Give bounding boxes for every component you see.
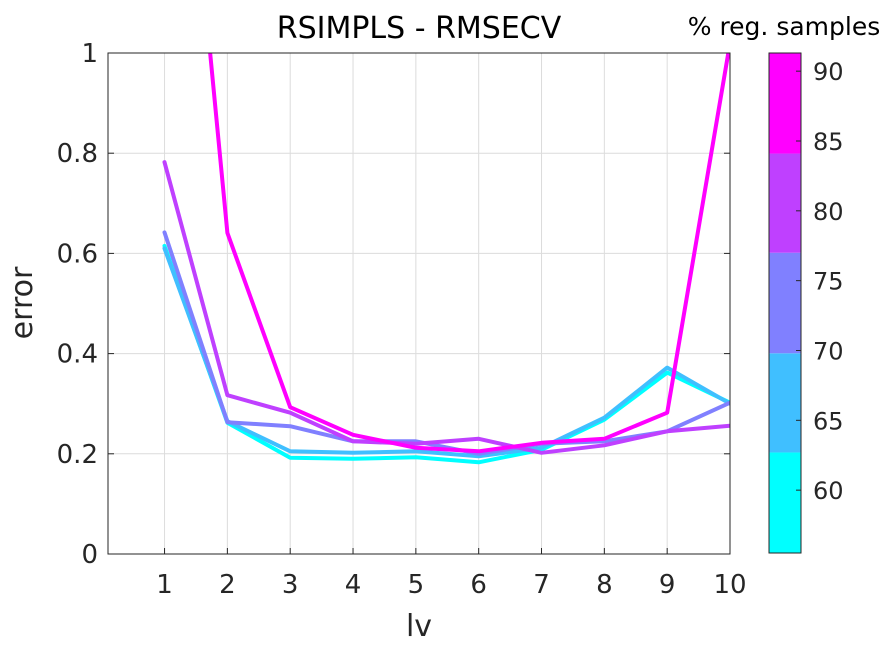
x-tick-label: 3	[282, 570, 299, 600]
y-tick-label: 0.4	[57, 340, 98, 370]
colorbar-band	[769, 153, 801, 253]
x-tick-label: 8	[596, 570, 613, 600]
y-tick-label: 0.8	[57, 139, 98, 169]
x-ticks: 1 2 3 4 5 6 7 8 9 10	[156, 548, 747, 600]
x-tick-label: 4	[345, 570, 362, 600]
y-ticks: 0 0.2 0.4 0.6 0.8 1	[57, 39, 730, 570]
colorbar-tick-label: 65	[813, 407, 844, 435]
series-line-2	[162, 246, 730, 459]
colorbar-band	[769, 353, 801, 453]
colorbar-band	[769, 252, 801, 354]
colorbar-band	[769, 452, 801, 553]
colorbar-band	[769, 53, 801, 154]
x-axis-label: lv	[406, 609, 432, 644]
plot-frame	[107, 52, 731, 555]
colorbar-tick-label: 80	[813, 198, 844, 226]
y-tick-label: 0.2	[57, 440, 98, 470]
x-tick-label: 6	[470, 570, 487, 600]
colorbar-tick-label: 60	[813, 477, 844, 505]
y-tick-label: 0.6	[57, 239, 98, 269]
series-line-5	[208, 53, 730, 454]
series-group	[162, 53, 730, 465]
chart-title: RSIMPLS - RMSECV	[277, 11, 562, 46]
x-tick-label: 5	[408, 570, 425, 600]
series-line-4	[162, 160, 730, 455]
colorbar-tick-label: 70	[813, 337, 844, 365]
y-axis-label: error	[5, 266, 40, 339]
x-tick-label: 2	[219, 570, 236, 600]
y-tick-label: 0	[81, 540, 98, 570]
colorbar-tick-label: 75	[813, 268, 844, 296]
y-tick-label: 1	[81, 39, 98, 69]
x-tick-label: 1	[156, 570, 173, 600]
x-tick-label: 9	[659, 570, 676, 600]
colorbar-tick-label: 90	[813, 58, 844, 86]
x-tick-label: 7	[533, 570, 550, 600]
colorbar-label: % reg. samples	[688, 12, 881, 41]
colorbar-frame	[768, 52, 802, 554]
series-line-1	[162, 243, 730, 465]
colorbar: 60 65 70 75 80 85 90	[768, 52, 844, 554]
x-tick-label: 10	[713, 570, 746, 600]
colorbar-tick-label: 85	[813, 128, 844, 156]
